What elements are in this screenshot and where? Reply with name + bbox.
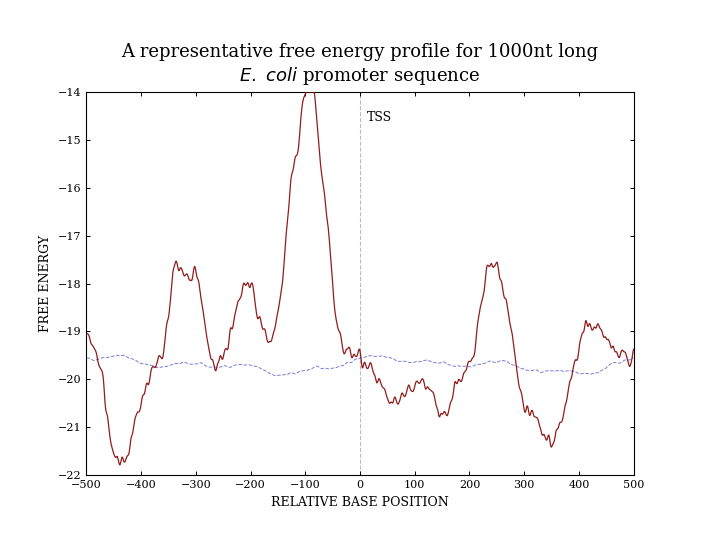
Text: TSS: TSS: [366, 111, 392, 124]
X-axis label: RELATIVE BASE POSITION: RELATIVE BASE POSITION: [271, 496, 449, 509]
Title: A representative free energy profile for 1000nt long
$\mathit{E.\ coli}$ promote: A representative free energy profile for…: [122, 44, 598, 87]
Y-axis label: FREE ENERGY: FREE ENERGY: [40, 235, 53, 332]
